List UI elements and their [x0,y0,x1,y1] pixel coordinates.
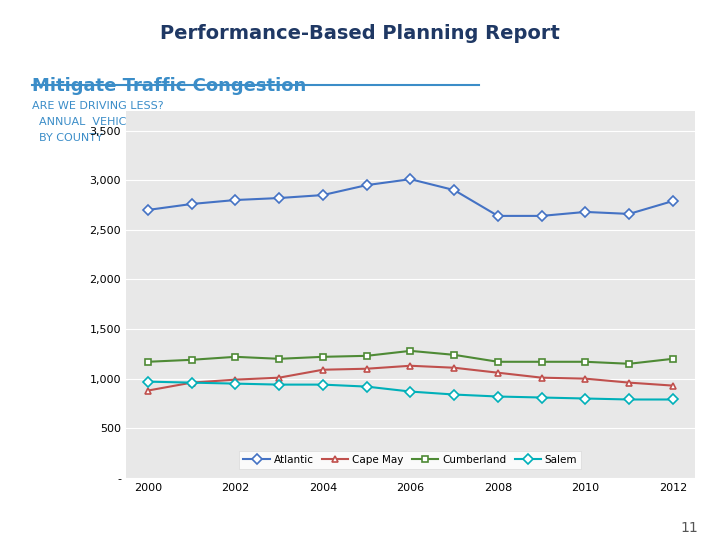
Text: ARE WE DRIVING LESS?: ARE WE DRIVING LESS? [32,100,163,111]
Salem [231,380,240,387]
Atlantic [581,208,590,215]
Legend: Atlantic, Cape May, Cumberland, Salem: Atlantic, Cape May, Cumberland, Salem [239,451,582,469]
Cape May [143,387,152,394]
Cumberland [275,355,284,362]
Cape May [231,376,240,383]
Cumberland [669,355,678,362]
Atlantic [450,187,459,193]
Text: BY COUNTY: BY COUNTY [32,133,102,143]
Text: ANNUAL  VEHICLE  MILES  TRAVELLED  (MILLIONS): ANNUAL VEHICLE MILES TRAVELLED (MILLIONS… [32,117,319,127]
Salem [494,393,503,400]
Cumberland [318,354,327,360]
Atlantic [275,195,284,201]
Atlantic [669,198,678,204]
Text: Mitigate Traffic Congestion: Mitigate Traffic Congestion [32,77,306,96]
Cape May [494,369,503,376]
Atlantic [318,192,327,198]
Salem [143,379,152,385]
Salem [362,383,371,390]
Atlantic [362,182,371,188]
Cape May [450,364,459,371]
Line: Atlantic: Atlantic [145,176,676,219]
Line: Cape May: Cape May [145,362,676,394]
Salem [406,388,415,395]
Line: Salem: Salem [145,378,676,403]
Cape May [669,382,678,389]
Salem [187,380,196,386]
Line: Cumberland: Cumberland [145,347,676,367]
Cumberland [537,359,546,365]
Cumberland [143,359,152,365]
Cape May [318,367,327,373]
Cumberland [450,352,459,358]
Cumberland [187,356,196,363]
Salem [625,396,634,403]
Atlantic [231,197,240,203]
Cumberland [625,361,634,367]
Cape May [581,375,590,382]
Cumberland [231,354,240,360]
Cumberland [406,348,415,354]
Salem [275,381,284,388]
Cape May [537,374,546,381]
Atlantic [406,176,415,183]
Atlantic [625,211,634,217]
Cape May [187,380,196,386]
Cumberland [362,353,371,359]
Salem [669,396,678,403]
Cape May [406,362,415,369]
Cumberland [494,359,503,365]
Salem [581,395,590,402]
Cumberland [581,359,590,365]
Salem [318,381,327,388]
Cape May [362,366,371,372]
Salem [537,394,546,401]
Atlantic [537,213,546,219]
Text: Performance-Based Planning Report: Performance-Based Planning Report [160,24,560,43]
Atlantic [143,207,152,213]
Atlantic [494,213,503,219]
Atlantic [187,201,196,207]
Salem [450,392,459,398]
Text: 11: 11 [680,521,698,535]
Cape May [275,374,284,381]
Cape May [625,380,634,386]
